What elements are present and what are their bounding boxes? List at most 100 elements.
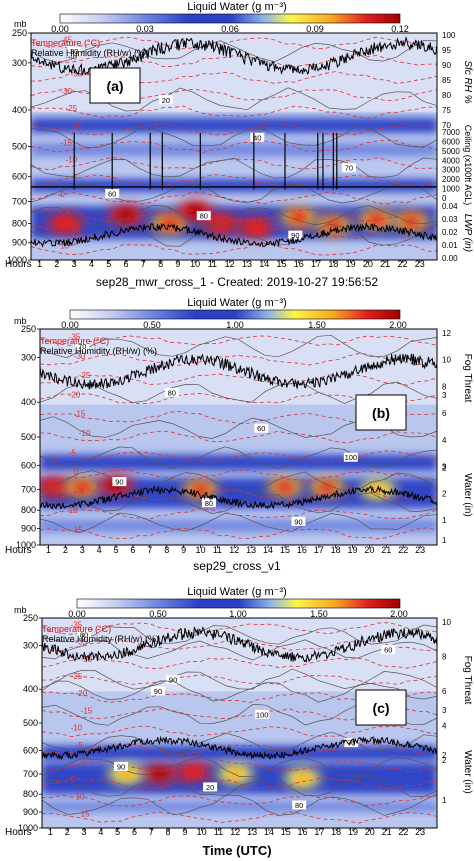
temperature-contour-label: 5 (79, 487, 84, 496)
y-tick-label: 600 (12, 171, 27, 181)
rh-contour-label: 70 (347, 739, 355, 748)
x-tick-label: 20 (364, 545, 374, 555)
right-tick-label: 0.01 (442, 241, 458, 250)
surface-series-trace (31, 35, 437, 76)
rh-contour (40, 470, 437, 494)
legend-rh: Relative Humidity (RH/w) (%) (31, 48, 148, 58)
y-tick-label: 800 (21, 505, 36, 515)
right-tick-label: 1 (442, 796, 447, 805)
colorbar-title: Liquid Water (g m⁻³) (187, 1, 287, 13)
rh-contour (42, 680, 437, 703)
x-tick-label: 11 (214, 827, 223, 837)
rh-contour-label-bg (344, 738, 359, 748)
panel-label: (b) (372, 405, 390, 421)
panel-label: (c) (372, 700, 389, 716)
colorbar (59, 13, 401, 24)
x-tick-label: 17 (314, 827, 324, 837)
temperature-contour-label: 0 (81, 758, 86, 767)
y-tick-label: 700 (12, 197, 27, 207)
x-tick-label: 6 (124, 259, 129, 269)
x-tick-label: 17 (311, 259, 321, 269)
temperature-contour (31, 209, 437, 222)
right-tick-label: 6 (442, 687, 447, 696)
x-tick-label: 22 (398, 827, 408, 837)
temperature-contour (42, 622, 437, 635)
rh-contour (42, 624, 437, 645)
temperature-contour-label: 15 (81, 810, 90, 819)
temperature-contour-label: -10 (71, 724, 83, 733)
right-tick-label: 3000 (442, 166, 460, 175)
liquid-water-core (247, 221, 264, 234)
temperature-contour-label: -15 (74, 410, 86, 419)
x-tick-label: 16 (298, 827, 308, 837)
x-tick-label: 14 (259, 259, 269, 269)
y-tick-label: 250 (23, 613, 38, 623)
right-tick-label: 0.00 (442, 254, 458, 263)
x-tick-label: 9 (175, 259, 180, 269)
panel-label-box (89, 67, 141, 104)
x-tick-label: 9 (181, 545, 186, 555)
rh-contour-label: 70 (78, 342, 86, 351)
x-tick-label: 2 (65, 827, 70, 837)
legend-rh: Relative Humidity (RH/w) (%) (40, 346, 157, 356)
right-tick-label: 70 (442, 121, 451, 130)
rh-contour-label-bg (288, 230, 303, 240)
panel-c: Liquid Water (g m⁻³) 0.00 0.50 1.00 1.50… (5, 586, 473, 858)
rh-contour-label-bg (196, 211, 211, 221)
x-tick-label: 14 (263, 545, 273, 555)
right-tick-label: 2 (442, 489, 447, 498)
rh-contour-label-bg (166, 675, 181, 685)
x-tick-label: 14 (264, 827, 274, 837)
temperature-contour-label: -35 (76, 638, 88, 647)
temperature-contour (31, 53, 437, 68)
temperature-contour-label: 10 (76, 792, 85, 801)
rh-contour-label-bg (114, 761, 128, 771)
x-tick-label: 15 (277, 259, 287, 269)
temperature-contour (31, 156, 437, 171)
x-tick-label: 21 (381, 545, 391, 555)
rh-contour (42, 757, 437, 778)
x-tick-label: 23 (415, 827, 425, 837)
y-tick-label: 500 (21, 432, 36, 442)
rh-contour (42, 668, 437, 690)
right-tick-label: 75 (442, 106, 451, 115)
x-tick-label: 13 (246, 545, 256, 555)
y-tick-label: 500 (12, 142, 27, 152)
temperature-contour (40, 450, 437, 463)
y-tick-label: 900 (12, 238, 27, 248)
colorbar-title: Liquid Water (g m⁻³) (187, 586, 287, 598)
rh-contour-label-bg (203, 782, 218, 792)
rh-contour-label: 60 (108, 189, 116, 198)
liquid-water-core (294, 772, 311, 784)
x-tick-label: 4 (89, 259, 94, 269)
rh-contour (40, 446, 437, 469)
x-tick-label: 15 (281, 827, 291, 837)
x-tick-label: 18 (331, 827, 341, 837)
right-tick-label: 7000 (442, 128, 460, 137)
colorbar-tick: 0.06 (221, 24, 239, 34)
rh-contour-label: 80 (205, 499, 213, 508)
rh-contour-label: 100 (256, 710, 269, 719)
temperature-contour (40, 373, 437, 386)
x-tick-label: 19 (348, 827, 358, 837)
rh-contour-label-bg (255, 709, 270, 719)
panel-label: (a) (106, 78, 123, 94)
rh-contour (42, 793, 437, 816)
panel-caption: sep29_cross_v1 (193, 559, 281, 573)
temperature-contour-label: -10 (79, 429, 91, 438)
temperature-contour (40, 507, 437, 520)
rh-contour-label: 70 (345, 164, 353, 173)
right-tick-label: 3 (442, 391, 447, 400)
temperature-contour-label: -35 (69, 333, 81, 342)
x-tick-label: 13 (242, 259, 252, 269)
rh-contour-label-bg (250, 132, 265, 142)
rh-contour-label: 80 (168, 389, 176, 398)
colorbar-tick: 0.12 (391, 24, 409, 34)
rh-contour-label-bg (291, 516, 306, 526)
temperature-contour (31, 71, 437, 84)
temperature-contour-label: -15 (81, 706, 93, 715)
temperature-contour-label: -5 (76, 741, 84, 750)
y-tick-label: 700 (23, 769, 38, 779)
x-tick-label: 13 (247, 827, 257, 837)
right-tick-label: 8 (442, 382, 447, 391)
